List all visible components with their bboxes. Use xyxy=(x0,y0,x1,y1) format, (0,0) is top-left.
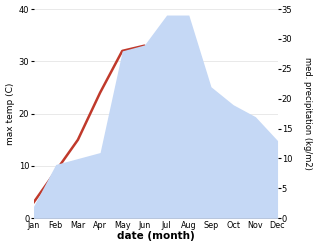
Y-axis label: med. precipitation (kg/m2): med. precipitation (kg/m2) xyxy=(303,57,313,170)
Y-axis label: max temp (C): max temp (C) xyxy=(5,82,15,145)
X-axis label: date (month): date (month) xyxy=(117,231,194,242)
